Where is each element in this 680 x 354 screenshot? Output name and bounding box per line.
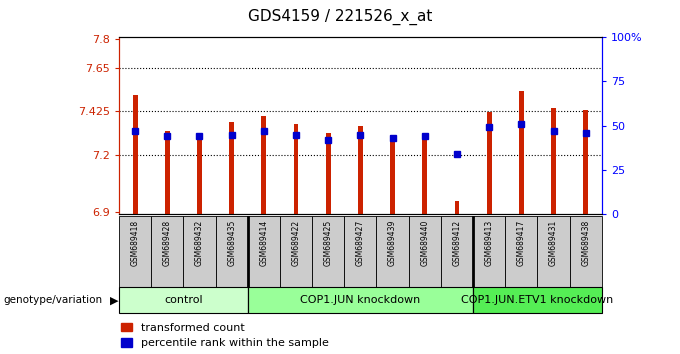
Bar <box>248 287 473 313</box>
Bar <box>422 139 427 214</box>
Bar <box>184 216 216 287</box>
Bar <box>151 216 184 287</box>
Text: GSM689412: GSM689412 <box>452 219 462 266</box>
Bar <box>487 112 492 214</box>
Bar <box>229 122 234 214</box>
Bar <box>473 287 602 313</box>
Bar <box>326 133 330 214</box>
Bar <box>119 287 248 313</box>
Bar <box>280 216 312 287</box>
Text: control: control <box>164 295 203 305</box>
Bar <box>441 216 473 287</box>
Bar <box>377 216 409 287</box>
Bar <box>294 124 299 214</box>
Bar <box>570 216 602 287</box>
Bar <box>261 116 267 214</box>
Text: genotype/variation: genotype/variation <box>3 295 103 305</box>
Bar <box>165 131 170 214</box>
Text: GSM689422: GSM689422 <box>292 219 301 266</box>
Text: GSM689413: GSM689413 <box>485 219 494 266</box>
Bar <box>119 216 151 287</box>
Bar <box>537 216 570 287</box>
Bar <box>358 126 363 214</box>
Text: GDS4159 / 221526_x_at: GDS4159 / 221526_x_at <box>248 9 432 25</box>
Text: GSM689428: GSM689428 <box>163 219 172 266</box>
Legend: transformed count, percentile rank within the sample: transformed count, percentile rank withi… <box>121 322 329 348</box>
Text: GSM689432: GSM689432 <box>195 219 204 266</box>
Text: GSM689418: GSM689418 <box>131 219 139 266</box>
Text: GSM689439: GSM689439 <box>388 219 397 266</box>
Text: GSM689435: GSM689435 <box>227 219 236 266</box>
Bar <box>473 216 505 287</box>
Text: GSM689414: GSM689414 <box>259 219 269 266</box>
Text: GSM689440: GSM689440 <box>420 219 429 266</box>
Text: COP1.JUN.ETV1 knockdown: COP1.JUN.ETV1 knockdown <box>461 295 613 305</box>
Bar <box>133 95 137 214</box>
Bar <box>409 216 441 287</box>
Text: GSM689425: GSM689425 <box>324 219 333 266</box>
Text: GSM689438: GSM689438 <box>581 219 590 266</box>
Text: COP1.JUN knockdown: COP1.JUN knockdown <box>301 295 420 305</box>
Bar <box>519 91 524 214</box>
Bar <box>312 216 344 287</box>
Bar <box>216 216 248 287</box>
Bar <box>551 108 556 214</box>
Bar <box>454 201 460 214</box>
Bar <box>197 135 202 214</box>
Bar <box>583 110 588 214</box>
Bar <box>248 216 280 287</box>
Text: GSM689427: GSM689427 <box>356 219 365 266</box>
Bar <box>505 216 537 287</box>
Text: ▶: ▶ <box>110 295 118 305</box>
Bar <box>390 135 395 214</box>
Text: GSM689431: GSM689431 <box>549 219 558 266</box>
Text: GSM689417: GSM689417 <box>517 219 526 266</box>
Bar <box>344 216 377 287</box>
